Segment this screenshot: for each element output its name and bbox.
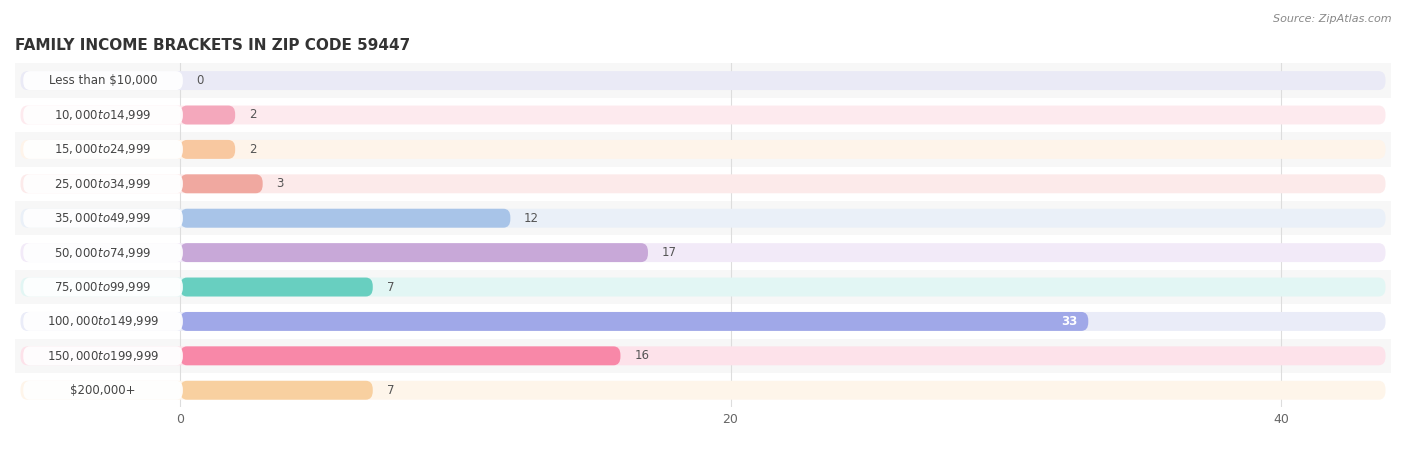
Text: 2: 2 [249,143,256,156]
FancyBboxPatch shape [21,106,1385,125]
Text: 2: 2 [249,108,256,122]
Text: 33: 33 [1062,315,1077,328]
Bar [15,98,1391,132]
FancyBboxPatch shape [180,381,373,400]
FancyBboxPatch shape [180,346,620,365]
Bar [15,201,1391,235]
FancyBboxPatch shape [180,278,373,297]
FancyBboxPatch shape [21,381,1385,400]
FancyBboxPatch shape [180,312,1088,331]
FancyBboxPatch shape [21,174,1385,193]
FancyBboxPatch shape [180,209,510,228]
FancyBboxPatch shape [24,381,183,400]
Text: 12: 12 [524,212,538,225]
Text: $10,000 to $14,999: $10,000 to $14,999 [55,108,152,122]
FancyBboxPatch shape [24,243,183,262]
FancyBboxPatch shape [21,312,1385,331]
FancyBboxPatch shape [180,243,648,262]
Text: $75,000 to $99,999: $75,000 to $99,999 [55,280,152,294]
FancyBboxPatch shape [21,71,1385,90]
FancyBboxPatch shape [21,243,1385,262]
Text: $150,000 to $199,999: $150,000 to $199,999 [46,349,159,363]
FancyBboxPatch shape [24,71,183,90]
Text: Source: ZipAtlas.com: Source: ZipAtlas.com [1274,14,1392,23]
Text: FAMILY INCOME BRACKETS IN ZIP CODE 59447: FAMILY INCOME BRACKETS IN ZIP CODE 59447 [15,37,411,53]
Text: $200,000+: $200,000+ [70,384,136,397]
FancyBboxPatch shape [21,209,1385,228]
FancyBboxPatch shape [180,174,263,193]
Bar [15,339,1391,373]
FancyBboxPatch shape [21,140,1385,159]
FancyBboxPatch shape [21,278,1385,297]
Bar [15,63,1391,98]
FancyBboxPatch shape [24,346,183,365]
Text: $35,000 to $49,999: $35,000 to $49,999 [55,211,152,225]
Text: 7: 7 [387,384,394,397]
FancyBboxPatch shape [24,106,183,125]
FancyBboxPatch shape [24,278,183,297]
Bar [15,270,1391,304]
FancyBboxPatch shape [24,174,183,193]
Bar [15,166,1391,201]
Bar [15,235,1391,270]
FancyBboxPatch shape [24,312,183,331]
Bar [15,373,1391,407]
Text: 16: 16 [634,349,650,362]
Text: 0: 0 [197,74,204,87]
Text: 17: 17 [662,246,676,259]
FancyBboxPatch shape [24,209,183,228]
FancyBboxPatch shape [180,106,235,125]
FancyBboxPatch shape [180,140,235,159]
Text: $15,000 to $24,999: $15,000 to $24,999 [55,142,152,157]
Text: 7: 7 [387,280,394,293]
Bar [15,132,1391,166]
Text: 3: 3 [277,177,284,190]
FancyBboxPatch shape [21,346,1385,365]
Bar [15,304,1391,339]
FancyBboxPatch shape [24,140,183,159]
Text: $100,000 to $149,999: $100,000 to $149,999 [46,315,159,328]
Text: $25,000 to $34,999: $25,000 to $34,999 [55,177,152,191]
Text: Less than $10,000: Less than $10,000 [49,74,157,87]
Text: $50,000 to $74,999: $50,000 to $74,999 [55,246,152,260]
